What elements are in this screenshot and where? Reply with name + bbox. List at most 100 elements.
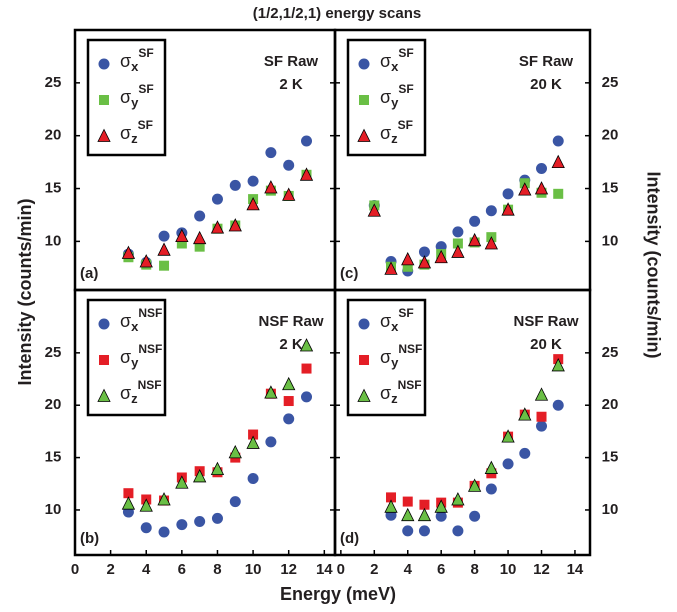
- marker: [384, 499, 398, 513]
- marker: [552, 135, 564, 147]
- marker: [247, 473, 259, 485]
- marker: [435, 510, 447, 522]
- y-tick-label: 15: [602, 180, 619, 197]
- marker: [401, 507, 415, 522]
- marker: [228, 218, 242, 232]
- marker: [518, 182, 532, 196]
- marker: [211, 193, 223, 205]
- marker: [175, 475, 189, 489]
- y-axis-label: Intensity (counts/min): [15, 198, 35, 385]
- y-tick-label: 10: [602, 501, 619, 518]
- marker: [536, 420, 548, 432]
- y-tick-label: 20: [602, 396, 619, 413]
- marker: [229, 179, 241, 191]
- marker: [175, 228, 189, 242]
- marker: [194, 210, 206, 222]
- y-tick-label: 15: [602, 449, 619, 466]
- marker: [536, 411, 547, 422]
- legend-label: σyNSF: [380, 342, 422, 370]
- panel-label: (d): [340, 530, 359, 547]
- marker: [158, 230, 170, 242]
- marker: [140, 522, 152, 534]
- x-tick-label: 0: [337, 561, 345, 578]
- legend-marker: [359, 355, 369, 365]
- y-tick-label: 10: [602, 232, 619, 249]
- annotation: NSF Raw: [258, 313, 323, 330]
- marker: [501, 429, 515, 443]
- legend-label: σzNSF: [120, 378, 162, 406]
- marker: [419, 499, 430, 510]
- y-tick-label: 20: [602, 127, 619, 144]
- marker: [246, 435, 260, 449]
- x-tick-label: 8: [213, 561, 221, 578]
- marker: [193, 469, 207, 483]
- y-tick-label: 15: [45, 180, 62, 197]
- marker: [157, 242, 171, 256]
- marker: [121, 496, 136, 510]
- marker: [121, 245, 136, 259]
- marker: [384, 261, 398, 275]
- marker: [434, 249, 448, 264]
- marker: [299, 338, 314, 352]
- x-tick-label: 4: [142, 561, 151, 578]
- legend-marker: [98, 58, 110, 70]
- marker: [264, 385, 278, 399]
- marker: [418, 525, 430, 537]
- marker: [301, 391, 313, 403]
- marker: [534, 387, 549, 401]
- legend-label: σxSF: [120, 46, 154, 74]
- annotation: SF Raw: [519, 53, 574, 70]
- marker: [551, 358, 565, 372]
- marker: [467, 232, 482, 247]
- figure-title: (1/2,1/2,1) energy scans: [253, 5, 421, 22]
- x-tick-label: 12: [533, 561, 550, 578]
- x-tick-label: 6: [178, 561, 186, 578]
- legend-marker: [357, 128, 371, 142]
- marker: [194, 515, 206, 527]
- annotation: 2 K: [279, 336, 303, 353]
- legend-marker: [97, 388, 111, 402]
- marker: [452, 525, 464, 537]
- annotation: 20 K: [530, 336, 562, 353]
- marker: [283, 413, 295, 425]
- marker: [401, 251, 415, 266]
- legend-marker: [358, 318, 370, 330]
- y-tick-label: 20: [45, 127, 62, 144]
- marker: [301, 363, 312, 374]
- x-tick-label: 14: [567, 561, 584, 578]
- marker: [265, 147, 277, 159]
- marker: [418, 246, 430, 258]
- x-tick-label: 10: [500, 561, 517, 578]
- marker: [484, 236, 498, 250]
- legend-marker: [98, 318, 110, 330]
- marker: [283, 396, 294, 407]
- marker: [210, 220, 225, 234]
- marker: [264, 180, 278, 194]
- y-tick-label: 25: [602, 344, 619, 361]
- marker: [534, 181, 549, 195]
- marker: [451, 244, 465, 258]
- legend-marker: [99, 95, 109, 105]
- marker: [248, 429, 259, 440]
- marker: [536, 162, 548, 174]
- legend-marker: [97, 128, 111, 142]
- panel-label: (c): [340, 265, 358, 282]
- marker: [193, 230, 207, 245]
- marker: [452, 226, 464, 238]
- marker: [283, 159, 295, 171]
- legend-label: σySF: [120, 82, 154, 110]
- marker: [451, 492, 465, 506]
- marker: [519, 447, 531, 459]
- marker: [485, 205, 497, 217]
- marker: [123, 488, 134, 499]
- legend-marker: [358, 58, 370, 70]
- annotation: NSF Raw: [513, 313, 578, 330]
- marker: [157, 492, 171, 506]
- marker: [301, 135, 313, 147]
- legend-marker: [357, 388, 371, 402]
- marker: [210, 461, 225, 476]
- x-tick-label: 2: [370, 561, 378, 578]
- marker: [553, 188, 564, 199]
- marker: [367, 203, 381, 217]
- marker: [502, 188, 514, 200]
